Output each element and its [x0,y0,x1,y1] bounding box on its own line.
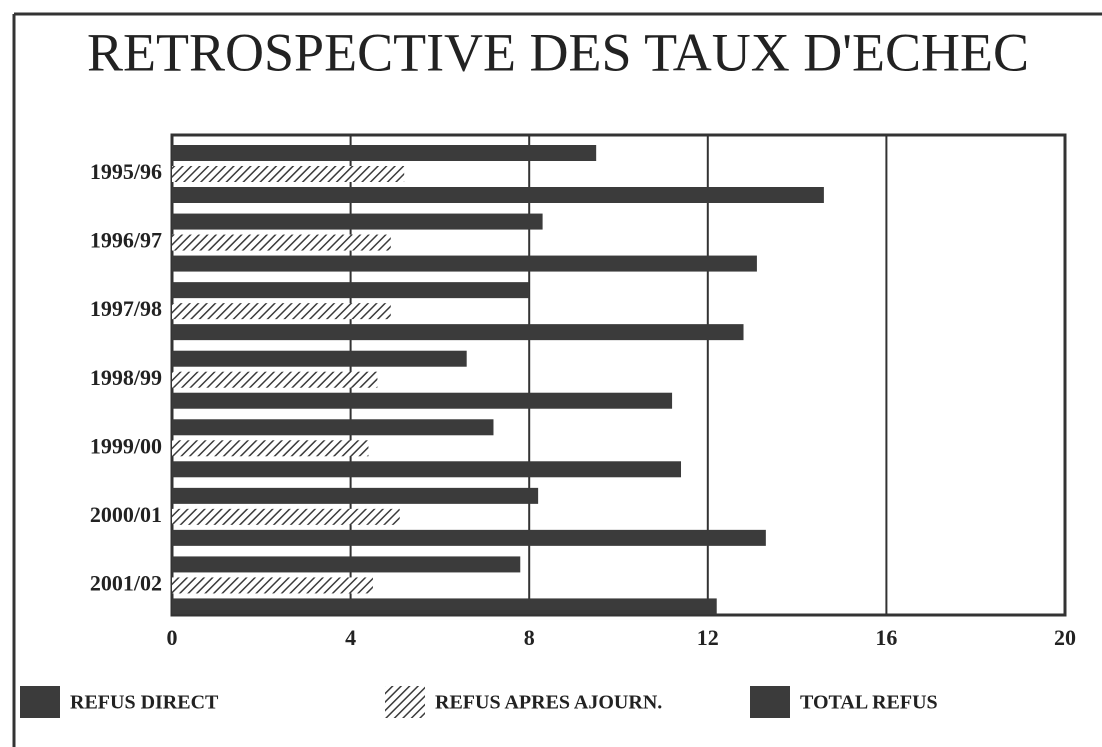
bar [172,392,673,409]
y-tick-label: 1997/98 [90,296,162,321]
bar [172,461,682,478]
x-tick-label: 4 [345,625,356,650]
bar [172,213,543,230]
y-tick-label: 2000/01 [90,502,162,527]
legend-swatch [385,686,425,718]
bar [172,350,467,367]
x-tick-label: 0 [167,625,178,650]
bar [172,598,717,615]
legend-label: REFUS APRES AJOURN. [435,692,662,714]
bar [172,508,400,525]
bar [172,371,378,388]
y-tick-label: 1996/97 [90,228,162,253]
bar [172,487,539,504]
bar [172,166,405,182]
bar [172,303,391,320]
bar [172,255,757,272]
chart-title: RETROSPECTIVE DES TAUX D'ECHEC [87,22,1029,82]
bar [172,234,391,251]
bar [172,187,824,203]
bar [172,282,530,299]
legend-swatch [750,686,790,718]
bar [172,145,597,161]
legend-swatch [20,686,60,718]
bar [172,419,494,436]
y-tick-label: 2001/02 [90,570,162,595]
x-tick-label: 8 [524,625,535,650]
bar [172,529,766,546]
x-tick-label: 12 [697,625,719,650]
y-tick-label: 1995/96 [90,159,162,184]
bar [172,577,373,594]
x-tick-label: 20 [1054,625,1076,650]
bar [172,440,369,457]
legend-label: REFUS DIRECT [70,692,219,714]
legend-label: TOTAL REFUS [800,692,938,714]
bar [172,556,521,573]
x-tick-label: 16 [875,625,897,650]
bar [172,324,744,341]
y-tick-label: 1998/99 [90,365,162,390]
y-tick-label: 1999/00 [90,433,162,458]
